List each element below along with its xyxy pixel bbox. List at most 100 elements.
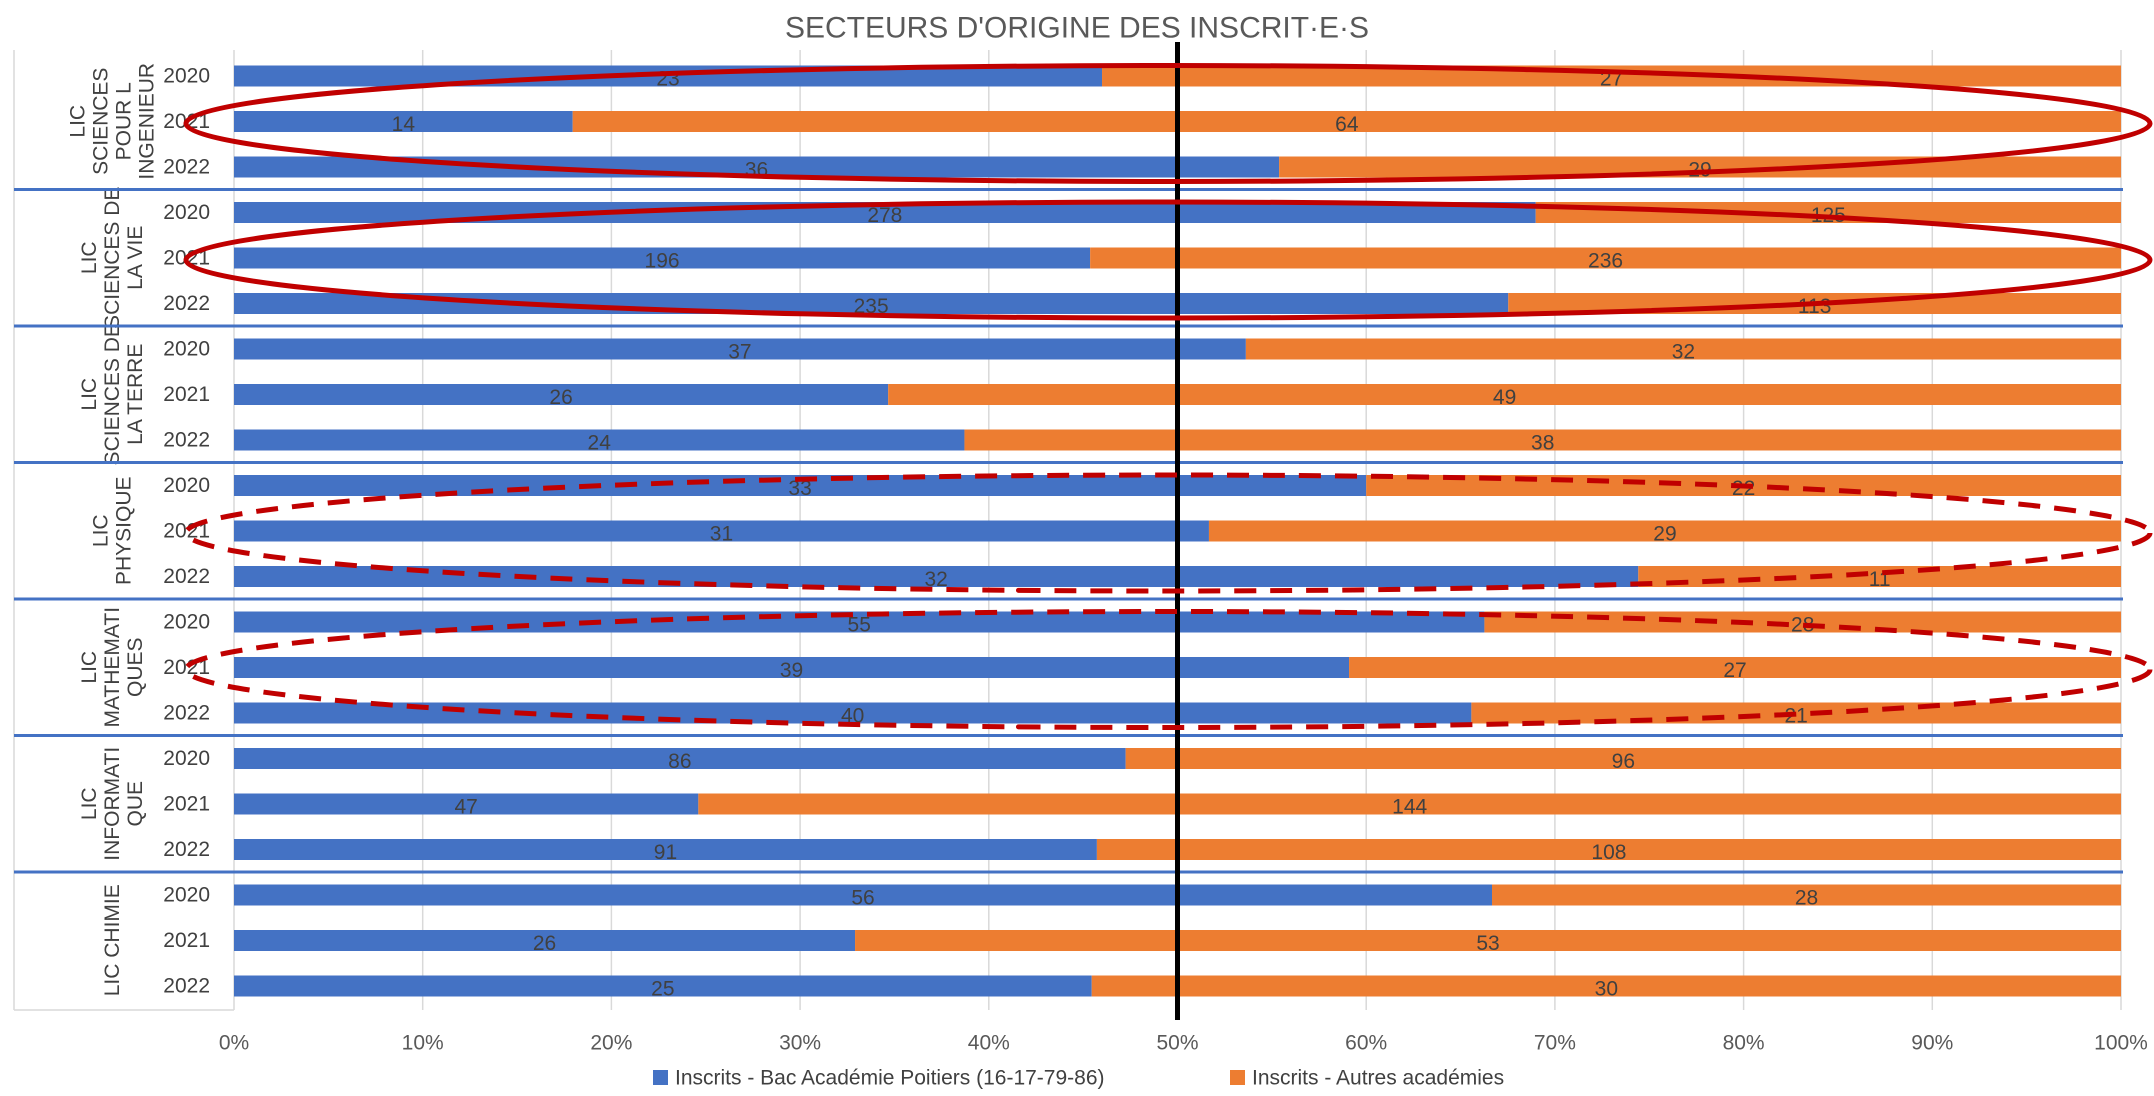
group-label-line: LA TERRE [124, 344, 147, 445]
data-label: 28 [1795, 887, 1818, 910]
data-label: 27 [1723, 659, 1746, 682]
bar-segment-poitiers [234, 202, 1536, 223]
group-label-line: LIC CHIMIE [101, 884, 124, 996]
year-label: 2020 [163, 201, 210, 224]
bar-segment-autres [1090, 247, 2121, 269]
data-label: 236 [1588, 250, 1623, 273]
bar-segment-poitiers [234, 65, 1103, 87]
group-label: LICINFORMATIQUE [78, 747, 147, 861]
data-label: 91 [654, 841, 677, 864]
data-label: 64 [1335, 113, 1359, 136]
group-label-line: LIC [78, 378, 101, 411]
x-tick-label: 50% [1156, 1032, 1198, 1055]
data-label: 28 [1791, 614, 1814, 637]
group-label-line: SCIENCES DE [101, 187, 124, 329]
year-label: 2022 [163, 292, 210, 315]
data-label: 108 [1591, 841, 1626, 864]
group-label-line: MATHEMATI [101, 607, 124, 728]
group-label-line: LIC [78, 651, 101, 684]
highlight-ellipse [183, 609, 2153, 730]
group-label: LIC CHIMIE [101, 884, 124, 996]
data-label: 26 [533, 932, 556, 955]
year-label: 2020 [163, 884, 210, 907]
bar-segment-poitiers [234, 930, 856, 951]
year-label: 2020 [163, 611, 210, 634]
year-label: 2022 [163, 429, 210, 452]
bar-segment-autres [1091, 975, 2121, 997]
data-label: 144 [1392, 796, 1427, 819]
bar-segment-poitiers [234, 520, 1209, 542]
bar-segment-autres [1096, 839, 2121, 860]
bar-segment-poitiers [234, 839, 1097, 860]
group-label-line: POUR L [113, 82, 136, 160]
data-label: 14 [392, 113, 416, 136]
data-label: 49 [1493, 386, 1516, 409]
x-tick-label: 70% [1534, 1032, 1576, 1055]
year-label: 2022 [163, 565, 210, 588]
data-label: 39 [780, 659, 803, 682]
bar-segment-poitiers [234, 702, 1472, 724]
data-label: 53 [1476, 932, 1499, 955]
bar-segment-poitiers [234, 748, 1126, 769]
bar-segment-autres [1349, 657, 2121, 678]
year-label: 2022 [163, 975, 210, 998]
year-label: 2020 [163, 474, 210, 497]
x-tick-label: 40% [968, 1032, 1010, 1055]
group-label-line: LIC [90, 514, 113, 547]
year-label: 2021 [163, 929, 210, 952]
year-label: 2022 [163, 702, 210, 725]
bar-segment-autres [572, 111, 2121, 132]
bar-segment-poitiers [234, 429, 965, 451]
bar-segment-poitiers [234, 156, 1280, 178]
legend-swatch [653, 1070, 668, 1085]
bar-segment-autres [1125, 748, 2121, 769]
data-label: 278 [867, 204, 902, 227]
data-label: 56 [851, 887, 874, 910]
group-label: LICSCIENCES DELA TERRE [78, 323, 147, 465]
data-label: 25 [651, 978, 674, 1001]
bar-segment-poitiers [234, 975, 1092, 997]
group-label-line: INFORMATI [101, 747, 124, 861]
data-label: 40 [841, 705, 864, 728]
bar-segment-poitiers [234, 566, 1639, 587]
data-label: 37 [728, 341, 751, 364]
data-label: 32 [924, 568, 947, 591]
x-tick-label: 80% [1723, 1032, 1765, 1055]
bar-segment-autres [1208, 520, 2121, 542]
group-label-line: PHYSIQUE [113, 476, 136, 585]
year-label: 2020 [163, 338, 210, 361]
data-label: 31 [710, 523, 733, 546]
bar-segment-poitiers [234, 793, 699, 815]
highlight-ellipse [183, 199, 2153, 321]
group-label-line: LA VIE [124, 226, 147, 290]
group-label-line: LIC [67, 105, 90, 138]
data-label: 32 [1672, 341, 1695, 364]
data-label: 196 [645, 250, 680, 273]
bar-segment-poitiers [234, 111, 573, 132]
bar-segment-poitiers [234, 611, 1485, 633]
data-label: 24 [588, 432, 612, 455]
data-label: 29 [1653, 523, 1676, 546]
annotations [183, 42, 2153, 1020]
year-label: 2022 [163, 156, 210, 179]
group-label-line: QUE [124, 781, 147, 827]
data-label: 235 [854, 295, 889, 318]
group-label: LICPHYSIQUE [90, 476, 136, 585]
data-label: 86 [668, 750, 691, 773]
bar-segment-poitiers [234, 657, 1350, 678]
data-label: 33 [788, 477, 811, 500]
x-tick-label: 30% [779, 1032, 821, 1055]
data-label: 96 [1612, 750, 1635, 773]
legend-label: Inscrits - Bac Académie Poitiers (16-17-… [675, 1067, 1105, 1090]
bar-segment-autres [855, 930, 2121, 951]
group-label: LICMATHEMATIQUES [78, 607, 147, 728]
bar-segment-autres [1535, 202, 2121, 223]
data-label: 26 [549, 386, 572, 409]
highlight-ellipse [183, 472, 2153, 594]
year-label: 2020 [163, 65, 210, 88]
year-label: 2021 [163, 793, 210, 816]
bar-segment-autres [698, 793, 2121, 815]
